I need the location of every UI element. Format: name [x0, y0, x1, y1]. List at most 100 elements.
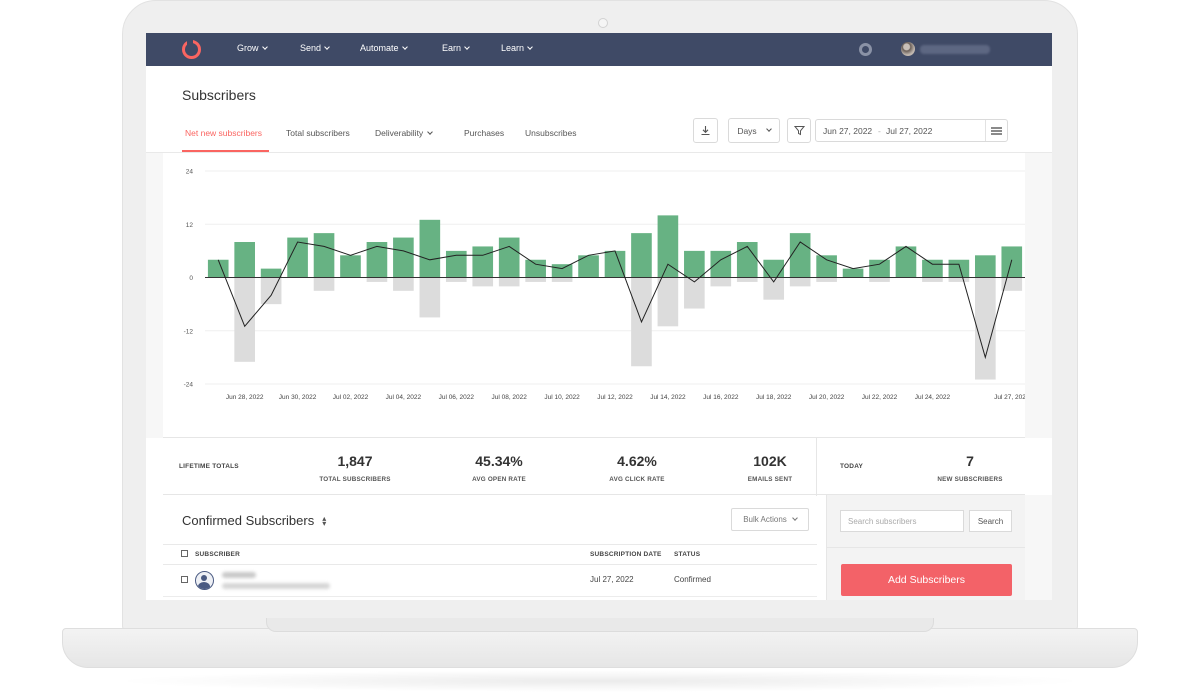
bar-added [922, 259, 943, 278]
nav-learn[interactable]: Learn [501, 43, 533, 53]
metric-value: 1,847 [337, 453, 373, 469]
bar-removed [525, 277, 546, 282]
filter-icon [793, 126, 805, 136]
tab-label: Unsubscribes [525, 128, 577, 138]
interval-label: Days [737, 125, 757, 136]
bar-added [234, 242, 255, 278]
metric-label: TOTAL SUBSCRIBERS [319, 476, 391, 483]
nav-earn[interactable]: Earn [442, 43, 470, 53]
bar-added [419, 219, 441, 278]
bar-added [816, 255, 837, 278]
top-nav: Grow Send Automate Earn Learn [146, 33, 1052, 66]
tab-label: Purchases [464, 128, 505, 138]
convertkit-logo-icon[interactable] [182, 39, 201, 59]
download-icon [701, 126, 710, 136]
laptop-shadow [110, 670, 1090, 692]
tab-unsubscribes[interactable]: Unsubscribes [525, 128, 577, 138]
date-start[interactable]: Jun 27, 2022 [823, 126, 873, 136]
lifetime-totals-label: LIFETIME TOTALS [179, 463, 239, 470]
bulk-actions-button[interactable]: Bulk Actions [731, 508, 809, 531]
bar-added [498, 237, 520, 278]
subscriber-name-blurred[interactable] [222, 572, 256, 578]
interval-select[interactable]: Days [728, 118, 780, 143]
table-header [163, 544, 817, 565]
metric-open-rate: 45.34% AVG OPEN RATE [444, 453, 554, 483]
x-tick-label: Jul 10, 2022 [544, 394, 580, 401]
range-menu-button[interactable] [985, 120, 1007, 141]
metric-today-new-subscribers: 7 NEW SUBSCRIBERS [915, 453, 1025, 483]
search-button[interactable]: Search [969, 510, 1012, 532]
x-tick-label: Jul 08, 2022 [491, 394, 527, 401]
bar-added [948, 259, 970, 278]
tab-deliverability[interactable]: Deliverability [375, 128, 434, 138]
nav-grow-label: Grow [237, 43, 259, 53]
bar-removed [869, 277, 890, 282]
user-name-blurred[interactable] [920, 45, 990, 54]
bar-added [366, 242, 388, 278]
x-tick-label: Jul 20, 2022 [809, 394, 845, 401]
bar-removed [763, 277, 785, 300]
select-all-checkbox[interactable] [181, 550, 188, 557]
date-end[interactable]: Jul 27, 2022 [886, 126, 933, 136]
tab-net-new-subscribers[interactable]: Net new subscribers [185, 128, 262, 138]
filter-button[interactable] [787, 118, 811, 143]
tab-total-subscribers[interactable]: Total subscribers [286, 128, 350, 138]
y-tick-label: 12 [186, 222, 194, 229]
date-range-picker[interactable]: Jun 27, 2022 - Jul 27, 2022 [815, 119, 1008, 142]
bar-removed [234, 277, 255, 362]
bar-added [445, 250, 467, 278]
search-subscribers-input[interactable] [840, 510, 964, 532]
totals-divider [816, 438, 817, 496]
x-tick-label: Jul 02, 2022 [333, 394, 369, 401]
nav-grow[interactable]: Grow [237, 43, 268, 53]
bulk-actions-label: Bulk Actions [743, 515, 787, 524]
bar-added [631, 233, 652, 278]
date-separator: - [878, 126, 881, 136]
bar-removed [1001, 277, 1023, 291]
laptop-base [62, 628, 1138, 668]
lifetime-totals: LIFETIME TOTALS 1,847 TOTAL SUBSCRIBERS … [163, 437, 1025, 496]
tab-purchases[interactable]: Purchases [464, 128, 504, 138]
bar-removed [710, 277, 732, 287]
chevron-down-icon [464, 43, 470, 50]
bar-added [895, 246, 917, 278]
tab-label: Deliverability [375, 128, 424, 138]
bar-added [287, 237, 308, 278]
subscriber-email-blurred [222, 583, 330, 589]
bar-added [472, 246, 494, 278]
column-status: STATUS [674, 551, 701, 558]
nav-send[interactable]: Send [300, 43, 330, 53]
x-tick-label: Jun 28, 2022 [226, 394, 264, 401]
y-tick-label: 0 [189, 275, 193, 282]
bar-removed [789, 277, 811, 287]
nav-automate[interactable]: Automate [360, 43, 408, 53]
bar-added [869, 259, 890, 278]
chevron-down-icon [791, 515, 798, 521]
bar-added [525, 259, 546, 278]
user-avatar[interactable] [901, 42, 915, 56]
bar-added [260, 268, 282, 278]
x-tick-label: Jul 18, 2022 [756, 394, 792, 401]
download-button[interactable] [693, 118, 718, 143]
x-tick-label: Jun 30, 2022 [279, 394, 317, 401]
metric-click-rate: 4.62% AVG CLICK RATE [582, 453, 692, 483]
bar-removed [419, 277, 441, 318]
nav-automate-label: Automate [360, 43, 399, 53]
x-tick-label: Jul 12, 2022 [597, 394, 633, 401]
tab-label: Total subscribers [286, 128, 350, 138]
bar-removed [366, 277, 388, 282]
bar-added [551, 264, 573, 278]
confirmed-subscribers-select[interactable]: Confirmed Subscribers ▴ ▾ [182, 513, 326, 528]
bar-added [207, 259, 229, 278]
bar-added [313, 233, 335, 278]
metric-label: AVG CLICK RATE [609, 476, 665, 483]
add-subscribers-button[interactable]: Add Subscribers [841, 564, 1012, 596]
metric-emails-sent: 102K EMAILS SENT [715, 453, 825, 483]
bar-removed [313, 277, 335, 291]
row-checkbox[interactable] [181, 576, 188, 583]
bar-removed [736, 277, 758, 282]
chart-panel: 24 12 0 -12 -24 Jun 28, 2022 Jun 30, 2022 Jul 0… [163, 153, 1025, 437]
bar-removed [684, 277, 705, 309]
bar-removed [472, 277, 494, 287]
subscription-date: Jul 27, 2022 [590, 575, 634, 584]
